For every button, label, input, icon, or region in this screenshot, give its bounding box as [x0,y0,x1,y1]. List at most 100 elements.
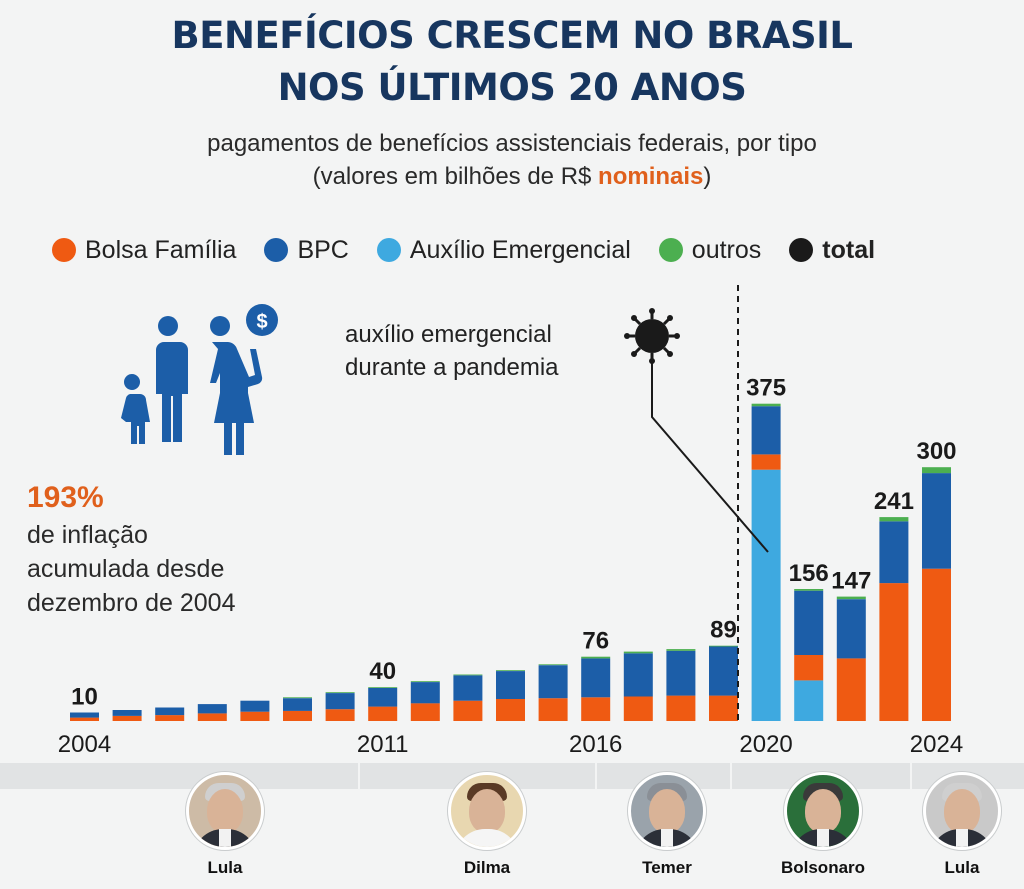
legend-label: BPC [297,235,349,264]
virus-icon [624,308,680,364]
bar-segment [197,713,227,721]
bar-segment [325,709,355,721]
president-lula-2: Lula [907,772,1017,878]
bar-segment [368,706,398,721]
total-label: 375 [746,375,786,402]
president-bolsonaro: Bolsonaro [768,772,878,878]
family-icon: $ [121,304,278,455]
bar-segment [538,664,568,666]
x-tick-label: 2004 [58,731,111,758]
bar-segment [410,682,440,704]
avatar [448,772,526,850]
bar-segment [836,599,866,659]
bar-segment [368,687,398,688]
legend-swatch [376,238,401,262]
legend-label: total [822,235,876,264]
bar-segment [112,710,142,716]
bar-segment [794,590,824,655]
chart-title-line1: BENEFÍCIOS CRESCEM NO BRASIL [171,14,853,57]
subtitle-prefix: (valores em bilhões de R$ [312,163,599,190]
bar-segment [496,670,525,671]
annotation-leader-line [651,356,769,553]
bar-segment [453,674,483,676]
x-tick-label: 2024 [910,731,963,758]
bar-segment [623,696,653,721]
bar-segment [453,700,483,721]
pandemic-annotation: auxílio emergencial durante a pandemia [345,318,559,384]
chart-title-line2: NOS ÚLTIMOS 20 ANOS [277,66,747,109]
bar-segment [155,707,185,716]
bar-segment [453,675,483,701]
x-tick-label: 2020 [739,731,792,758]
total-label: 40 [369,658,396,685]
bar-segment [751,469,781,721]
bar-segment [581,656,611,659]
bar-segment [879,521,909,584]
chart-title: BENEFÍCIOS CRESCEM NO BRASIL NOS ÚLTIMOS… [0,10,1024,114]
annotation-line2: durante a pandemia [345,354,559,381]
bar-segment [410,681,440,682]
bar-segment [283,698,312,711]
legend-item: Bolsa Família [52,236,236,265]
legend-item: BPC [264,235,349,265]
legend-label: Bolsa Família [85,235,237,264]
bar-segment [666,695,696,721]
president-temer: Temer [612,772,722,878]
x-tick-label: 2016 [569,731,622,758]
total-label: 147 [831,568,871,595]
bar-segment [836,658,866,721]
bar-segment [794,680,824,721]
bar-segment [496,671,525,699]
bar-segment [623,653,653,697]
annotation-line1: auxílio emergencial [345,321,552,348]
bar-segment [496,699,525,721]
subtitle-suffix: ) [703,163,712,190]
president-lula-1: Lula [170,772,280,878]
bar-segment [794,655,824,681]
bar-segment [709,695,738,721]
bar-segment [751,403,781,407]
bar-segment [70,717,99,721]
subtitle-line2: (valores em bilhões de R$ nominais) [0,160,1024,193]
total-label: 156 [789,560,829,587]
bar-segment [623,651,653,654]
legend-swatch [658,238,683,262]
bar-segment [666,649,696,651]
bar-segment [922,473,951,569]
bar-segment [283,697,312,699]
bar-segment [538,698,568,721]
bar-segment [922,467,951,474]
bar-segment [709,646,738,696]
bar-segment [112,715,142,721]
bar-segment [879,583,909,721]
total-label: 300 [916,438,956,465]
bar-segment [581,658,611,698]
bar-segment [538,665,568,699]
legend: Bolsa Família BPC Auxílio Emergencial outro… [52,230,1002,270]
bar-segment [751,406,781,455]
avatar [923,772,1001,850]
avatar [784,772,862,850]
bar-segment [666,650,696,696]
president-dilma: Dilma [432,772,542,878]
timeline-separator [730,763,732,789]
president-name: Bolsonaro [780,858,866,877]
svg-text:$: $ [256,311,267,333]
legend-swatch [264,238,289,262]
inflation-note: 193% de inflação acumulada desde dezembr… [27,478,235,620]
x-tick-labels-group: 2004 2011 2016 2020 2024 [58,731,963,758]
president-name: Dilma [463,858,511,877]
bar-segment [325,692,355,693]
bar-segment [581,697,611,721]
timeline-separator [910,763,912,789]
total-label: 76 [582,628,609,655]
inflation-value: 193% [27,481,104,514]
chart-subtitle: pagamentos de benefícios assistenciais f… [0,127,1024,193]
president-name: Lula [207,858,243,877]
legend-item: outros [658,236,761,265]
legend-swatch [52,238,76,262]
legend-swatch [789,238,814,262]
bar-segment [325,693,355,710]
inflation-line1: de inflação [27,521,148,549]
